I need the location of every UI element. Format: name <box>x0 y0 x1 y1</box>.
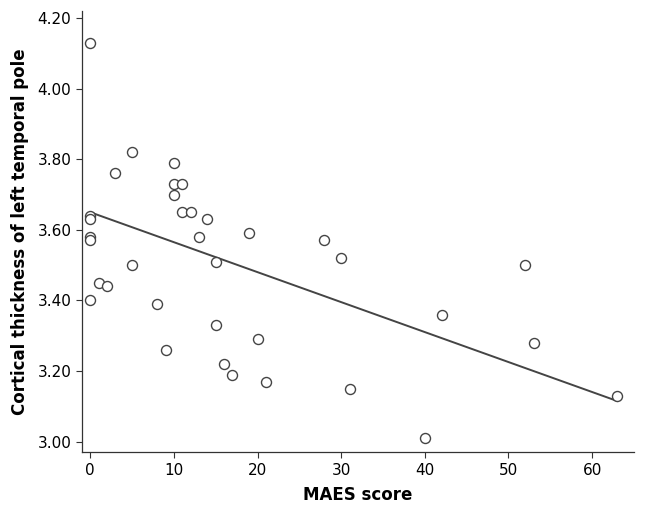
Point <box>110 169 121 178</box>
X-axis label: MAES score: MAES score <box>303 486 413 504</box>
Point <box>210 258 221 266</box>
Point <box>219 360 229 368</box>
Point <box>169 180 179 188</box>
Point <box>210 321 221 329</box>
Point <box>85 215 95 224</box>
Point <box>127 261 137 269</box>
Point <box>161 346 171 354</box>
Point <box>177 180 188 188</box>
Point <box>227 370 237 379</box>
Point <box>520 261 530 269</box>
Point <box>528 339 539 347</box>
Point <box>202 215 212 224</box>
Point <box>85 39 95 47</box>
Point <box>319 236 330 245</box>
Point <box>169 191 179 199</box>
Point <box>127 148 137 157</box>
Point <box>437 311 447 319</box>
Point <box>252 335 263 344</box>
Point <box>169 159 179 167</box>
Point <box>177 208 188 216</box>
Point <box>152 300 163 308</box>
Point <box>261 377 271 386</box>
Point <box>85 236 95 245</box>
Point <box>194 233 204 241</box>
Point <box>85 212 95 220</box>
Point <box>185 208 195 216</box>
Point <box>336 254 346 262</box>
Point <box>102 282 112 290</box>
Point <box>420 434 430 442</box>
Point <box>85 233 95 241</box>
Point <box>612 391 622 400</box>
Point <box>85 296 95 304</box>
Point <box>244 229 254 237</box>
Point <box>94 279 104 287</box>
Y-axis label: Cortical thickness of left temporal pole: Cortical thickness of left temporal pole <box>11 48 29 415</box>
Point <box>344 385 355 393</box>
